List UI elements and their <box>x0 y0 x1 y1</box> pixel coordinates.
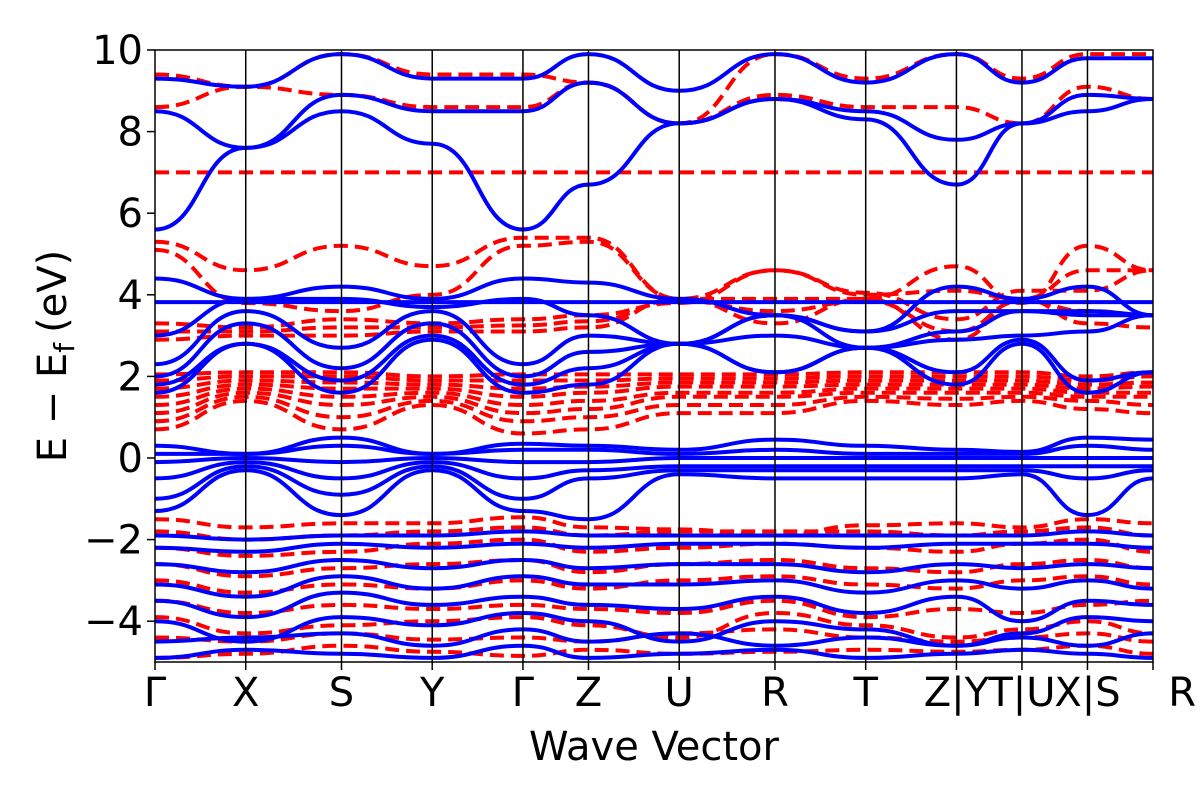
x-tick-label: T <box>852 670 878 716</box>
x-tick-label: U <box>665 670 694 716</box>
x-tick-label: S <box>329 670 354 716</box>
x-tick-label: Z|Y <box>924 670 990 716</box>
dashed-band-20 <box>155 239 1153 314</box>
y-tick-label: 8 <box>118 110 143 156</box>
x-tick-label: R <box>1168 670 1196 716</box>
solid-band-22 <box>155 80 1153 150</box>
x-tick-label: Γ <box>144 670 167 716</box>
x-tick-label: Y <box>419 670 445 716</box>
solid-band-12 <box>155 443 1153 456</box>
y-tick-label: −4 <box>84 599 143 645</box>
y-axis-ticks: −4 −2 0 2 4 6 8 10 <box>84 28 155 645</box>
y-tick-label: −2 <box>84 518 143 564</box>
dashed-band-15 <box>155 374 1153 383</box>
dashed-band-4 <box>155 574 1153 595</box>
x-tick-label: X|S <box>1054 670 1120 716</box>
y-tick-label: 10 <box>92 28 143 74</box>
y-tick-label: 4 <box>118 273 143 319</box>
dashed-band-16 <box>155 370 1153 379</box>
solid-band-23 <box>155 52 1153 93</box>
dashed-band-10 <box>155 394 1153 424</box>
bands-layer <box>155 52 1153 660</box>
solid-band-5 <box>155 558 1153 575</box>
y-tick-label: 0 <box>118 436 143 482</box>
solid-band-11 <box>155 455 1153 465</box>
high-symmetry-lines <box>244 50 1089 662</box>
dashed-band-18 <box>155 298 1153 334</box>
dashed-band-13 <box>155 382 1153 399</box>
x-tick-label: X <box>232 670 259 716</box>
y-tick-label: 2 <box>118 354 143 400</box>
solid-band-21 <box>155 97 1153 232</box>
x-tick-label: R <box>761 670 789 716</box>
y-axis-title-subscript: f <box>48 342 81 353</box>
dashed-band-12 <box>155 386 1153 407</box>
solid-band-10 <box>155 460 1153 481</box>
y-axis-title: E − Ef (eV) <box>30 250 81 463</box>
dashed-band-11 <box>155 390 1153 416</box>
y-axis-title-main: E − E <box>30 353 76 463</box>
solid-band-8 <box>155 468 1153 522</box>
solid-band-2 <box>155 611 1153 648</box>
y-axis-title-unit: (eV) <box>30 250 76 333</box>
x-tick-label: Γ <box>512 670 535 716</box>
y-tick-label: 6 <box>118 191 143 237</box>
x-tick-label: T|U <box>987 670 1055 716</box>
solid-band-6 <box>155 541 1153 554</box>
x-axis-ticks: Γ X S Y Γ Z U R T Z|Y T|UX|S R <box>144 662 1196 716</box>
solid-band-4 <box>155 574 1153 599</box>
plot-frame <box>154 49 1154 663</box>
dashed-band-14 <box>155 378 1153 391</box>
x-tick-label: Z <box>575 670 602 716</box>
solid-band-9 <box>155 464 1153 501</box>
solid-band-16 <box>155 313 1153 379</box>
x-axis-title: Wave Vector <box>529 724 780 770</box>
